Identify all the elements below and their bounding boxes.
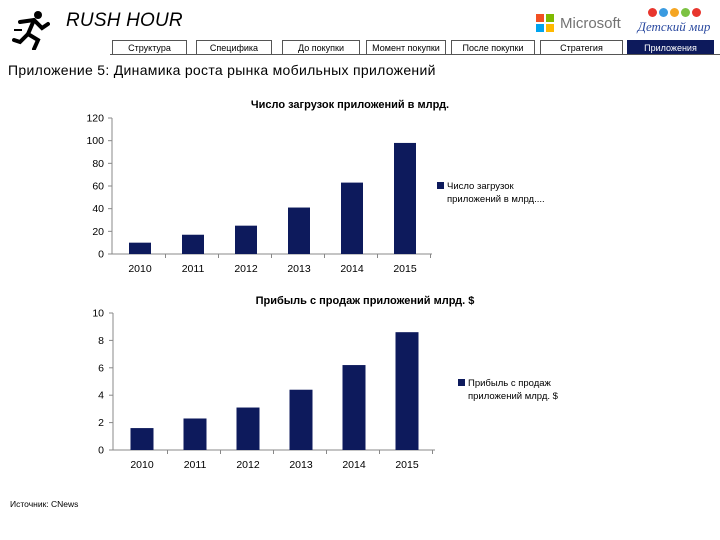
detsky-mir-logo-text: Детский мир: [637, 19, 711, 34]
bar-2012: [235, 225, 257, 254]
bar-2013: [289, 389, 313, 450]
detsky-mir-logo: Детский мир: [634, 8, 714, 38]
x-tick-label: 2012: [234, 263, 258, 275]
x-tick-label: 2014: [342, 459, 366, 471]
chart-2-legend-line-1: Прибыль с продаж: [468, 378, 551, 389]
y-tick-label: 0: [98, 249, 104, 261]
y-tick-label: 60: [92, 181, 104, 193]
x-tick-label: 2010: [128, 263, 152, 275]
chart-1-legend: Число загрузок приложений в млрд....: [437, 180, 545, 206]
x-tick-label: 2012: [236, 459, 260, 471]
nav-tab-structure[interactable]: Структура: [112, 40, 187, 54]
x-tick-label: 2011: [182, 263, 205, 275]
source-note: Источник: CNews: [10, 499, 79, 509]
nav-tab-strategy[interactable]: Стратегия: [540, 40, 623, 54]
brand-title: RUSH HOUR: [66, 10, 183, 31]
y-tick-label: 100: [86, 135, 104, 147]
bar-2010: [129, 242, 151, 254]
nav-tab-appendices[interactable]: Приложения: [627, 40, 714, 54]
y-tick-label: 8: [98, 335, 104, 347]
detsky-mir-logo-icon: [634, 8, 714, 18]
chart-2-title: Прибыль с продаж приложений млрд. $: [255, 295, 475, 307]
y-tick-label: 80: [92, 158, 104, 170]
bar-2014: [342, 365, 366, 450]
legend-swatch: [437, 182, 444, 189]
x-tick-label: 2015: [393, 263, 417, 275]
bar-2011: [182, 234, 204, 254]
nav-tab-before-purchase[interactable]: До покупки: [282, 40, 360, 54]
y-tick-label: 4: [98, 390, 104, 402]
y-tick-label: 2: [98, 417, 104, 429]
x-tick-label: 2011: [184, 459, 207, 471]
x-tick-label: 2014: [340, 263, 364, 275]
x-tick-label: 2015: [395, 459, 419, 471]
legend-swatch: [458, 379, 465, 386]
y-tick-label: 120: [86, 113, 104, 125]
nav-tab-purchase-moment[interactable]: Момент покупки: [366, 40, 446, 54]
microsoft-logo-text: Microsoft: [560, 14, 621, 32]
microsoft-logo: Microsoft: [536, 14, 621, 32]
microsoft-logo-icon: [536, 14, 554, 32]
chart-1-legend-line-2: приложений в млрд....: [447, 194, 545, 205]
chart-1-title: Число загрузок приложений в млрд.: [250, 99, 450, 111]
y-tick-label: 6: [98, 362, 104, 374]
bar-2011: [183, 418, 207, 450]
bar-2014: [341, 182, 363, 254]
bar-2015: [395, 332, 419, 450]
y-tick-label: 20: [92, 226, 104, 238]
x-tick-label: 2010: [130, 459, 154, 471]
chart-2-legend-line-2: приложений млрд. $: [468, 391, 558, 402]
bar-2015: [394, 142, 416, 254]
nav-tab-specifics[interactable]: Специфика: [196, 40, 272, 54]
bar-2013: [288, 207, 310, 254]
y-tick-label: 10: [92, 308, 104, 320]
x-tick-label: 2013: [287, 263, 311, 275]
page-title: Приложение 5: Динамика роста рынка мобил…: [8, 62, 436, 78]
chart-1-legend-line-1: Число загрузок: [447, 181, 514, 192]
bar-2010: [130, 428, 154, 450]
y-tick-label: 40: [92, 203, 104, 215]
x-tick-label: 2013: [289, 459, 313, 471]
bar-2012: [236, 407, 260, 450]
runner-logo-icon: [12, 11, 50, 50]
chart-2-legend: Прибыль с продаж приложений млрд. $: [458, 377, 558, 403]
nav-tab-after-purchase[interactable]: После покупки: [451, 40, 535, 54]
nav-divider: [110, 54, 720, 55]
y-tick-label: 0: [98, 445, 104, 457]
